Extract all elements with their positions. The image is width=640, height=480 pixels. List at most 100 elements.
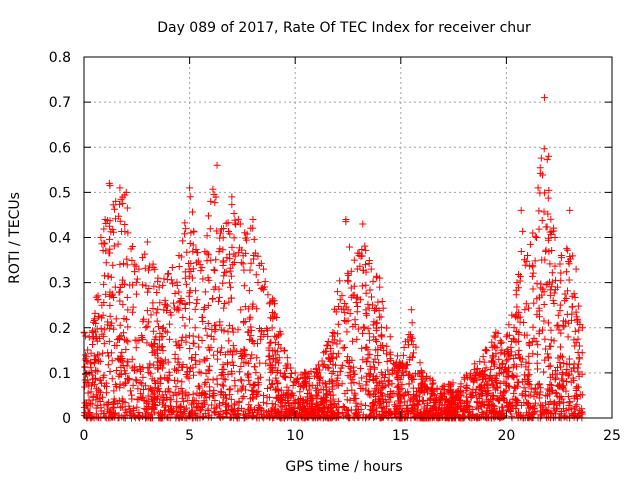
data-point bbox=[345, 243, 353, 251]
data-point bbox=[546, 362, 554, 370]
data-point bbox=[155, 343, 163, 351]
data-point bbox=[160, 275, 168, 283]
data-point bbox=[110, 294, 118, 302]
data-point bbox=[211, 396, 219, 404]
data-point bbox=[105, 235, 113, 243]
data-point bbox=[251, 363, 259, 371]
data-point bbox=[555, 382, 563, 390]
data-point bbox=[473, 368, 481, 376]
data-point bbox=[125, 376, 133, 384]
data-point bbox=[280, 373, 288, 381]
data-point bbox=[242, 410, 250, 418]
data-point bbox=[230, 362, 238, 370]
data-point bbox=[548, 381, 556, 389]
data-point bbox=[193, 296, 201, 304]
data-point bbox=[390, 360, 398, 368]
data-point bbox=[119, 193, 127, 201]
data-point bbox=[559, 371, 567, 379]
data-point bbox=[366, 365, 374, 373]
data-point bbox=[544, 350, 552, 358]
data-point bbox=[498, 368, 506, 376]
data-point bbox=[572, 339, 580, 347]
data-point bbox=[108, 357, 116, 365]
data-point bbox=[529, 323, 537, 331]
data-point bbox=[151, 384, 159, 392]
data-point bbox=[94, 295, 102, 303]
data-point bbox=[139, 254, 147, 262]
data-point bbox=[209, 392, 217, 400]
data-point bbox=[347, 293, 355, 301]
data-point bbox=[162, 301, 170, 309]
data-point bbox=[560, 323, 568, 331]
data-point bbox=[332, 404, 340, 412]
data-point bbox=[543, 406, 551, 414]
data-point bbox=[204, 302, 212, 310]
data-point bbox=[476, 390, 484, 398]
data-point bbox=[555, 326, 563, 334]
data-point bbox=[150, 377, 158, 385]
data-point bbox=[209, 185, 217, 193]
data-point bbox=[186, 345, 194, 353]
data-point bbox=[89, 333, 97, 341]
data-point-peak bbox=[534, 184, 542, 192]
data-point bbox=[370, 413, 378, 421]
data-point bbox=[283, 383, 291, 391]
data-point bbox=[217, 407, 225, 415]
data-point bbox=[419, 397, 427, 405]
data-point bbox=[211, 199, 219, 207]
data-point bbox=[481, 381, 489, 389]
data-point bbox=[285, 394, 293, 402]
data-point bbox=[422, 386, 430, 394]
data-point bbox=[161, 356, 169, 364]
data-point bbox=[443, 407, 451, 415]
data-point-peak bbox=[143, 238, 151, 246]
data-point bbox=[144, 403, 152, 411]
data-point bbox=[378, 298, 386, 306]
data-point bbox=[276, 369, 284, 377]
data-point bbox=[457, 388, 465, 396]
data-point bbox=[370, 333, 378, 341]
data-point bbox=[301, 412, 309, 420]
data-point bbox=[156, 329, 164, 337]
data-point bbox=[442, 395, 450, 403]
data-point bbox=[111, 397, 119, 405]
data-point bbox=[530, 409, 538, 417]
data-point bbox=[166, 335, 174, 343]
data-point bbox=[317, 395, 325, 403]
data-point bbox=[104, 318, 112, 326]
data-point bbox=[128, 256, 136, 264]
data-point bbox=[159, 400, 167, 408]
data-point bbox=[84, 346, 92, 354]
data-point bbox=[266, 298, 274, 306]
data-point bbox=[260, 330, 268, 338]
data-point bbox=[336, 277, 344, 285]
data-point bbox=[270, 312, 278, 320]
data-point bbox=[369, 376, 377, 384]
data-point bbox=[119, 200, 127, 208]
data-point bbox=[496, 389, 504, 397]
y-tick-label: 0.3 bbox=[49, 276, 71, 292]
data-point bbox=[313, 369, 321, 377]
data-point bbox=[238, 377, 246, 385]
data-point bbox=[104, 349, 112, 357]
data-point bbox=[284, 360, 292, 368]
data-point bbox=[108, 319, 116, 327]
data-point bbox=[155, 336, 163, 344]
data-point bbox=[122, 378, 130, 386]
data-point bbox=[206, 383, 214, 391]
data-point bbox=[210, 266, 218, 274]
data-point bbox=[520, 331, 528, 339]
data-point bbox=[132, 376, 140, 384]
data-point bbox=[172, 383, 180, 391]
data-point bbox=[344, 269, 352, 277]
data-point bbox=[153, 289, 161, 297]
data-point bbox=[240, 319, 248, 327]
data-point-peak bbox=[367, 265, 375, 273]
data-point bbox=[334, 350, 342, 358]
data-point bbox=[129, 303, 137, 311]
data-point-peak bbox=[439, 382, 447, 390]
data-point bbox=[472, 385, 480, 393]
data-point bbox=[535, 380, 543, 388]
data-point bbox=[545, 248, 553, 256]
data-point bbox=[426, 375, 434, 383]
